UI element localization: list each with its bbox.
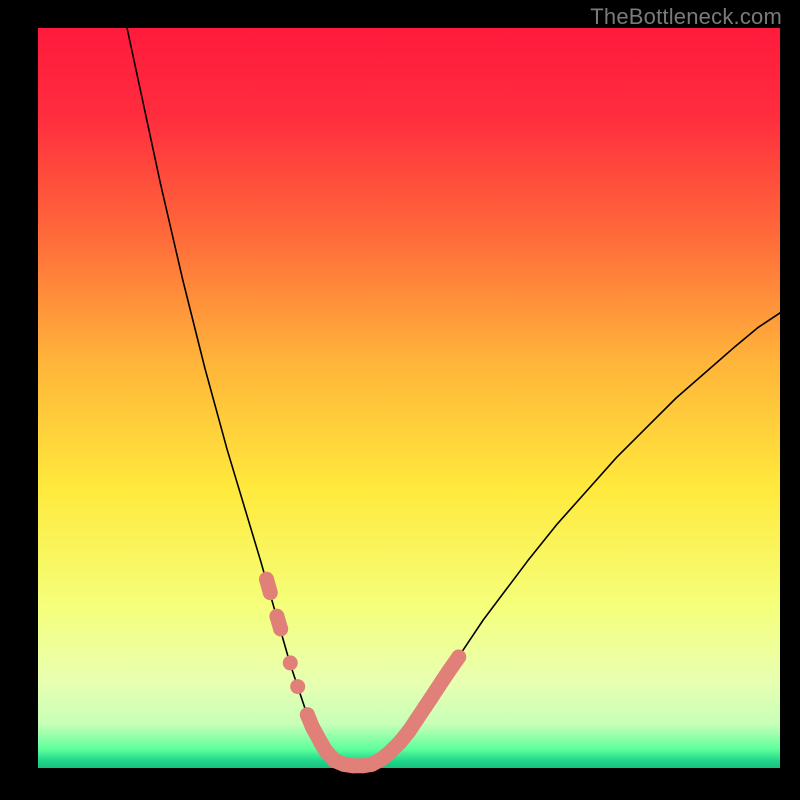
chart-root: TheBottleneck.com <box>0 0 800 800</box>
watermark-label: TheBottleneck.com <box>590 4 782 30</box>
bottleneck-curve-chart <box>0 0 800 800</box>
plot-background <box>38 28 780 768</box>
